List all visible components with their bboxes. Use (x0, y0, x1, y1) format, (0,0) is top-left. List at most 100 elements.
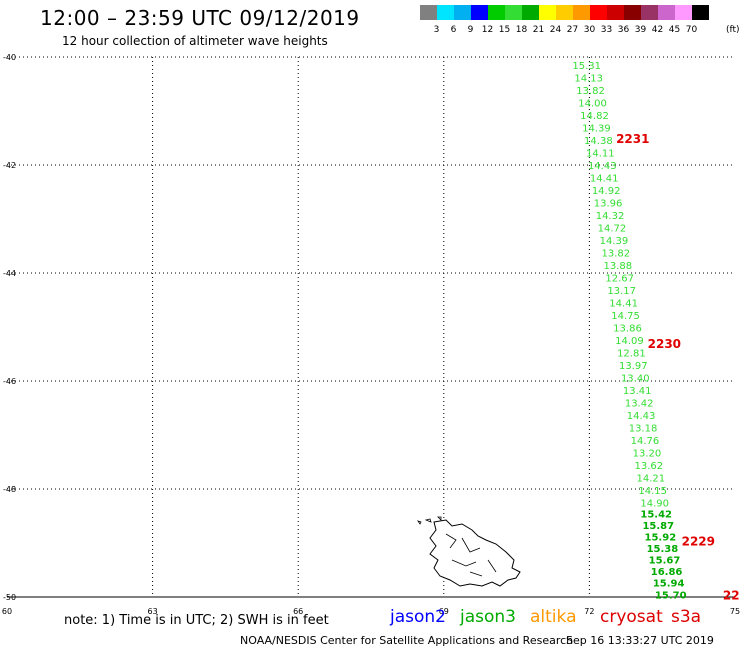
scale-label: 42 (651, 25, 664, 35)
lon-label: 66 (293, 607, 303, 616)
wave-height-value: 13.86 (613, 324, 642, 335)
scale-label: 27 (566, 25, 579, 35)
wave-height-value: 13.88 (603, 261, 632, 272)
time-tags: 2231 2230 2229 2228 (616, 132, 740, 602)
chart-title: 12:00 – 23:59 UTC 09/12/2019 (40, 6, 360, 30)
wave-height-value: 14.15 (638, 486, 667, 497)
scale-swatch (505, 5, 522, 20)
generation-timestamp: Sep 16 13:33:27 UTC 2019 (566, 634, 714, 647)
wave-height-value: 12.81 (617, 349, 646, 360)
wave-height-value: 13.97 (619, 361, 648, 372)
wave-height-value: 14.38 (584, 136, 613, 147)
satellite-name: jason3 (460, 607, 516, 627)
satellite-name: cryosat (600, 607, 663, 627)
time-tag: 2231 (616, 132, 649, 146)
small-islets (417, 516, 442, 525)
scale-label: 33 (600, 25, 613, 35)
scale-swatch (539, 5, 556, 20)
wave-height-value: 14.21 (636, 474, 665, 485)
lat-label: -46 (3, 377, 16, 386)
scale-swatch (624, 5, 641, 20)
wave-height-value: 14.11 (586, 149, 615, 160)
footer-note: note: 1) Time is in UTC; 2) SWH is in fe… (64, 613, 329, 628)
wave-height-value: 14.32 (596, 211, 625, 222)
wave-height-value: 15.31 (572, 61, 601, 72)
satellite-name: s3a (671, 607, 702, 627)
wave-height-value: 14.39 (582, 124, 611, 135)
wave-height-value: 14.43 (627, 411, 656, 422)
scale-swatch (437, 5, 454, 20)
lat-label: -50 (3, 593, 16, 602)
scale-label: 30 (583, 25, 596, 35)
scale-swatch (556, 5, 573, 20)
scale-swatch (675, 5, 692, 20)
wave-height-value: 13.40 (621, 374, 650, 385)
wave-height-value: 15.87 (642, 521, 674, 532)
scale-label: 12 (481, 25, 494, 35)
wave-height-value: 13.41 (623, 386, 652, 397)
wave-height-value: 14.13 (574, 74, 603, 85)
island-inlets (445, 533, 497, 577)
wave-height-track: 15.3114.1313.8214.0014.8214.3914.3814.11… (572, 61, 686, 601)
wave-height-value: 15.42 (640, 509, 672, 520)
scale-label: 39 (634, 25, 647, 35)
wave-height-value: 14.76 (631, 436, 660, 447)
axis-labels: -40 -42 -44 -46 -48 -50 60 63 66 69 72 75 (2, 53, 740, 616)
wave-height-value: 14.72 (598, 224, 627, 235)
wave-height-value: 14.39 (600, 236, 629, 247)
wave-height-value: 15.94 (653, 579, 685, 590)
wave-height-value: 13.82 (602, 249, 631, 260)
scale-label: 24 (549, 25, 562, 35)
scale-label: 18 (515, 25, 528, 35)
wave-height-value: 14.75 (611, 311, 640, 322)
scale-label: 70 (685, 25, 698, 35)
time-tag: 2229 (682, 534, 715, 548)
scale-swatch (573, 5, 590, 20)
scale-label: 6 (450, 25, 457, 35)
scale-swatch (454, 5, 471, 20)
lon-label: 60 (2, 607, 12, 616)
scale-swatch (607, 5, 624, 20)
wave-height-value: 14.92 (592, 186, 621, 197)
scale-swatch (692, 5, 709, 20)
chart-subtitle: 12 hour collection of altimeter wave hei… (62, 34, 328, 48)
scale-label: 3 (433, 25, 440, 35)
wave-height-value: 14.41 (609, 299, 638, 310)
wave-height-value: 13.20 (633, 449, 662, 460)
time-tag: 2230 (648, 337, 681, 351)
wave-height-value: 14.82 (580, 111, 609, 122)
scale-label: 15 (498, 25, 511, 35)
wave-height-value: 14.90 (640, 499, 669, 510)
scale-unit: (ft) (726, 25, 740, 35)
lat-label: -44 (3, 269, 16, 278)
map-grid (7, 56, 735, 598)
lon-label: 69 (439, 607, 449, 616)
satellite-name: jason2 (390, 607, 446, 627)
scale-swatch (471, 5, 488, 20)
wave-height-value: 13.42 (625, 399, 654, 410)
wave-height-value: 15.70 (655, 590, 687, 601)
wave-height-value: 12.67 (605, 274, 634, 285)
scale-label: 36 (617, 25, 630, 35)
wave-height-value: 15.92 (645, 532, 677, 543)
lat-label: -40 (3, 53, 16, 62)
time-tag: 2228 (723, 588, 740, 602)
scale-swatch (590, 5, 607, 20)
wave-height-value: 13.96 (594, 199, 623, 210)
wave-height-value: 14.09 (615, 336, 644, 347)
scale-swatch (658, 5, 675, 20)
wave-height-value: 13.18 (629, 424, 658, 435)
wave-height-value: 13.62 (635, 461, 664, 472)
scale-swatch (522, 5, 539, 20)
scale-swatch (420, 5, 437, 20)
lon-label: 75 (730, 607, 740, 616)
scale-swatch (641, 5, 658, 20)
wave-height-value: 15.38 (647, 544, 679, 555)
scale-swatch (488, 5, 505, 20)
wave-height-value: 16.86 (651, 567, 683, 578)
scale-label: 9 (467, 25, 474, 35)
wave-height-value: 13.17 (607, 286, 636, 297)
lat-label: -42 (3, 161, 16, 170)
satellite-name: altika (530, 607, 577, 627)
